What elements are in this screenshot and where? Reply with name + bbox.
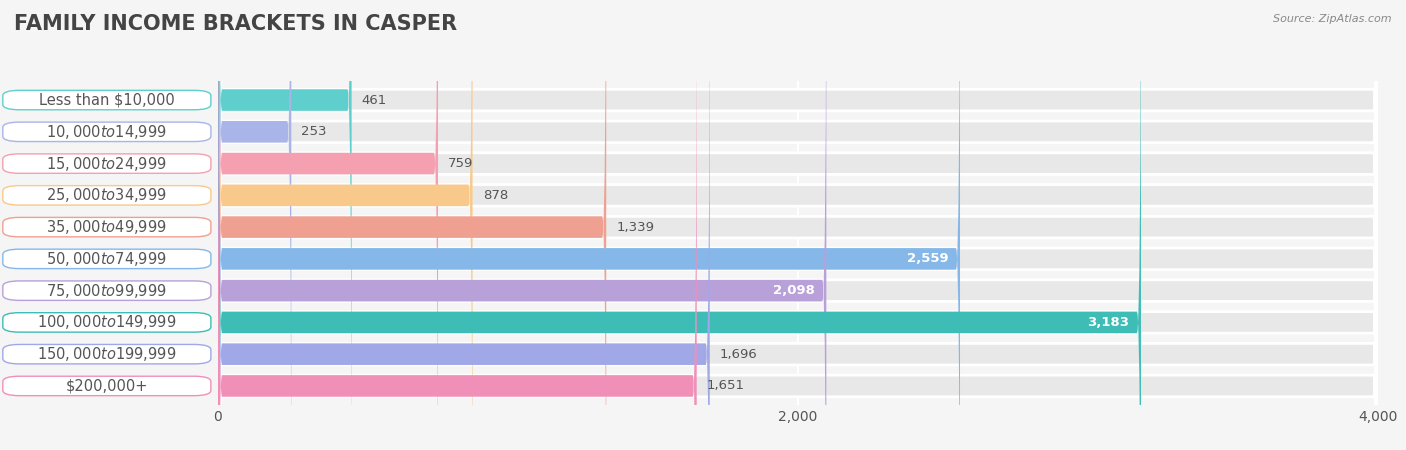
Text: 461: 461 bbox=[361, 94, 387, 107]
Text: $150,000 to $199,999: $150,000 to $199,999 bbox=[37, 345, 177, 363]
Text: FAMILY INCOME BRACKETS IN CASPER: FAMILY INCOME BRACKETS IN CASPER bbox=[14, 14, 457, 33]
FancyBboxPatch shape bbox=[218, 0, 710, 450]
Text: 1,651: 1,651 bbox=[707, 379, 745, 392]
FancyBboxPatch shape bbox=[218, 0, 960, 450]
FancyBboxPatch shape bbox=[218, 0, 1378, 450]
FancyBboxPatch shape bbox=[218, 0, 472, 450]
Text: 878: 878 bbox=[482, 189, 508, 202]
Text: 2,559: 2,559 bbox=[907, 252, 949, 266]
FancyBboxPatch shape bbox=[218, 0, 1378, 450]
FancyBboxPatch shape bbox=[218, 0, 1140, 450]
FancyBboxPatch shape bbox=[218, 0, 697, 450]
Text: $50,000 to $74,999: $50,000 to $74,999 bbox=[46, 250, 167, 268]
FancyBboxPatch shape bbox=[218, 0, 1378, 450]
FancyBboxPatch shape bbox=[218, 0, 291, 450]
Text: 1,696: 1,696 bbox=[720, 348, 758, 361]
Text: 2,098: 2,098 bbox=[773, 284, 814, 297]
FancyBboxPatch shape bbox=[218, 0, 1378, 450]
FancyBboxPatch shape bbox=[218, 0, 827, 450]
FancyBboxPatch shape bbox=[218, 0, 1378, 450]
FancyBboxPatch shape bbox=[218, 0, 606, 450]
FancyBboxPatch shape bbox=[218, 0, 352, 450]
Text: $200,000+: $200,000+ bbox=[66, 378, 148, 393]
Text: $15,000 to $24,999: $15,000 to $24,999 bbox=[46, 155, 167, 173]
FancyBboxPatch shape bbox=[218, 0, 439, 450]
Text: $75,000 to $99,999: $75,000 to $99,999 bbox=[46, 282, 167, 300]
Text: Less than $10,000: Less than $10,000 bbox=[39, 93, 174, 108]
Text: $10,000 to $14,999: $10,000 to $14,999 bbox=[46, 123, 167, 141]
Text: $100,000 to $149,999: $100,000 to $149,999 bbox=[37, 313, 177, 331]
FancyBboxPatch shape bbox=[218, 0, 1378, 450]
FancyBboxPatch shape bbox=[218, 0, 1378, 450]
Text: Source: ZipAtlas.com: Source: ZipAtlas.com bbox=[1274, 14, 1392, 23]
Text: 3,183: 3,183 bbox=[1087, 316, 1129, 329]
Text: 759: 759 bbox=[449, 157, 474, 170]
Text: $25,000 to $34,999: $25,000 to $34,999 bbox=[46, 186, 167, 204]
FancyBboxPatch shape bbox=[218, 0, 1378, 450]
Text: 253: 253 bbox=[301, 125, 328, 138]
FancyBboxPatch shape bbox=[218, 0, 1378, 450]
Text: 1,339: 1,339 bbox=[616, 220, 654, 234]
FancyBboxPatch shape bbox=[218, 0, 1378, 450]
Text: $35,000 to $49,999: $35,000 to $49,999 bbox=[46, 218, 167, 236]
